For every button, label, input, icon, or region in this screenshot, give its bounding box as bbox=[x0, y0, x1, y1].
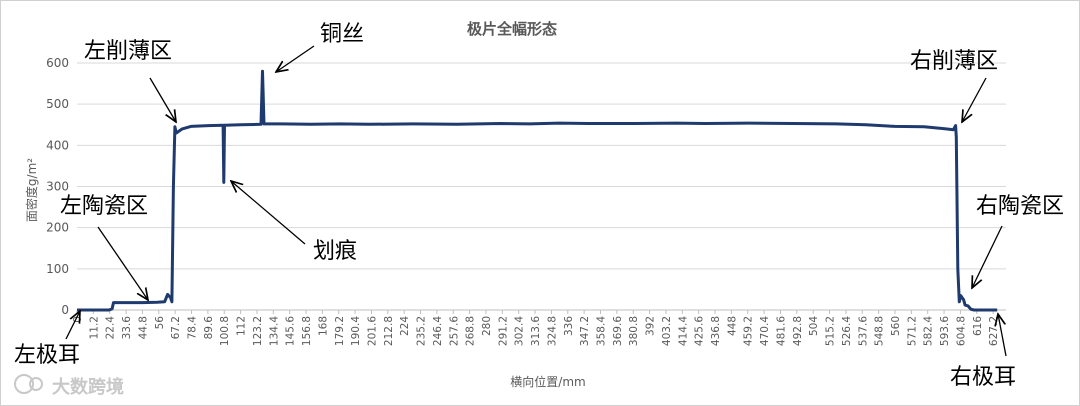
x-tick-label: 235.2 bbox=[416, 316, 428, 346]
y-tick-label: 500 bbox=[46, 97, 69, 111]
annotation-left-thinning: 左削薄区 bbox=[84, 39, 172, 64]
x-tick-label: 212.8 bbox=[383, 316, 395, 346]
x-tick-label: 571.2 bbox=[906, 316, 918, 346]
x-tick-label: 246.4 bbox=[432, 316, 444, 346]
x-tick-label: 56 bbox=[154, 316, 166, 330]
x-tick-label: 582.4 bbox=[923, 316, 935, 346]
x-tick-label: 313.6 bbox=[530, 316, 542, 346]
x-tick-label: 268.8 bbox=[465, 316, 477, 346]
x-tick-label: 280 bbox=[481, 316, 493, 336]
x-tick-label: 302.4 bbox=[514, 316, 526, 346]
x-tick-label: 33.6 bbox=[121, 316, 133, 340]
x-tick-label: 448 bbox=[726, 316, 738, 336]
x-tick-label: 44.8 bbox=[137, 316, 149, 339]
x-tick-label: 224 bbox=[399, 316, 411, 336]
x-tick-labels: 0 11.2 22.4 33.6 44.8 56 67.2 78.4 89.6 100.8 112 1… bbox=[72, 310, 1000, 346]
annotation-scratch: 划痕 bbox=[313, 239, 357, 264]
chart-title: 极片全幅形态 bbox=[467, 20, 557, 38]
x-tick-label: 358.4 bbox=[596, 316, 608, 346]
annotation-arrows bbox=[65, 45, 1007, 357]
x-tick-label: 134.4 bbox=[268, 316, 280, 346]
annotation-right-tab: 右极耳 bbox=[950, 365, 1016, 390]
annotation-arrow bbox=[972, 225, 1003, 288]
x-tick-label: 67.2 bbox=[170, 316, 182, 339]
annotation-arrow bbox=[276, 45, 315, 72]
x-tick-label: 604.8 bbox=[955, 316, 967, 346]
watermark: 大数跨境 bbox=[52, 376, 124, 398]
x-tick-label: 145.6 bbox=[285, 316, 297, 346]
annotation-right-ceramic: 右陶瓷区 bbox=[976, 194, 1064, 219]
x-tick-label: 627.2 bbox=[988, 316, 1000, 346]
x-tick-label: 414.4 bbox=[677, 316, 689, 346]
y-tick-label: 400 bbox=[46, 138, 69, 152]
x-tick-label: 380.8 bbox=[628, 316, 640, 346]
x-tick-label: 324.8 bbox=[546, 316, 558, 346]
annotation-copper-wire: 铜丝 bbox=[320, 22, 364, 47]
x-tick-label: 403.2 bbox=[661, 316, 673, 346]
annotation-arrow bbox=[962, 77, 987, 122]
x-tick-label: 257.6 bbox=[448, 316, 460, 346]
x-tick-label: 100.8 bbox=[219, 316, 231, 346]
x-tick-label: 291.2 bbox=[497, 316, 509, 346]
plot-area bbox=[77, 69, 998, 312]
x-tick-label: 201.6 bbox=[366, 316, 378, 346]
x-tick-label: 11.2 bbox=[88, 316, 100, 339]
x-tick-label: 112 bbox=[236, 316, 248, 336]
x-tick-label: 179.2 bbox=[334, 316, 346, 346]
x-tick-label: 89.6 bbox=[203, 316, 215, 340]
gridlines bbox=[77, 62, 1006, 311]
y-axis-label: 面密度g/m² bbox=[24, 158, 39, 222]
annotation-arrow bbox=[65, 311, 80, 340]
x-tick-label: 123.2 bbox=[252, 316, 264, 346]
y-tick-label: 300 bbox=[46, 180, 69, 194]
x-tick-label: 436.8 bbox=[710, 316, 722, 346]
x-tick-label: 392 bbox=[645, 316, 657, 336]
x-tick-label: 481.6 bbox=[775, 316, 787, 346]
x-tick-label: 22.4 bbox=[105, 316, 117, 340]
x-tick-label: 504 bbox=[808, 316, 820, 336]
x-tick-label: 526.4 bbox=[841, 316, 853, 346]
x-tick-label: 168 bbox=[317, 316, 329, 336]
annotation-right-thinning: 右削薄区 bbox=[910, 49, 998, 74]
annotation-left-ceramic: 左陶瓷区 bbox=[60, 194, 148, 219]
x-tick-label: 616 bbox=[972, 316, 984, 336]
x-tick-label: 537.6 bbox=[857, 316, 869, 346]
annotation-arrow bbox=[149, 77, 176, 122]
x-tick-label: 336 bbox=[563, 316, 575, 336]
x-tick-label: 459.2 bbox=[743, 316, 755, 346]
x-tick-label: 190.4 bbox=[350, 316, 362, 346]
x-tick-label: 492.8 bbox=[792, 316, 804, 346]
annotation-arrow bbox=[231, 181, 306, 245]
x-tick-label: 347.2 bbox=[579, 316, 591, 346]
x-tick-label: 560 bbox=[890, 316, 902, 336]
y-tick-label: 200 bbox=[46, 221, 69, 235]
annotations: 铜丝 左削薄区 右削薄区 左陶瓷区 右陶瓷区 划痕 左极耳 右极耳 bbox=[14, 22, 1064, 390]
y-tick-label: 0 bbox=[61, 303, 69, 317]
y-tick-labels: 0 100 200 300 400 500 600 bbox=[46, 56, 69, 317]
x-tick-label: 425.6 bbox=[694, 316, 706, 346]
annotation-arrow bbox=[998, 314, 1007, 357]
y-tick-label: 600 bbox=[46, 56, 69, 70]
watermark-logo-icon bbox=[14, 374, 43, 394]
x-tick-label: 515.2 bbox=[825, 316, 837, 346]
x-tick-label: 0 bbox=[72, 316, 84, 323]
annotation-arrow bbox=[97, 226, 148, 300]
x-axis-label: 横向位置/mm bbox=[510, 374, 585, 389]
x-tick-label: 78.4 bbox=[187, 316, 199, 340]
series-line bbox=[77, 69, 998, 312]
x-tick-label: 548.8 bbox=[874, 316, 886, 346]
annotation-left-tab: 左极耳 bbox=[14, 343, 80, 368]
x-tick-label: 470.4 bbox=[759, 316, 771, 346]
x-tick-label: 593.6 bbox=[939, 316, 951, 346]
y-tick-label: 100 bbox=[46, 262, 69, 276]
x-tick-label: 369.6 bbox=[612, 316, 624, 346]
x-tick-label: 156.8 bbox=[301, 316, 313, 346]
